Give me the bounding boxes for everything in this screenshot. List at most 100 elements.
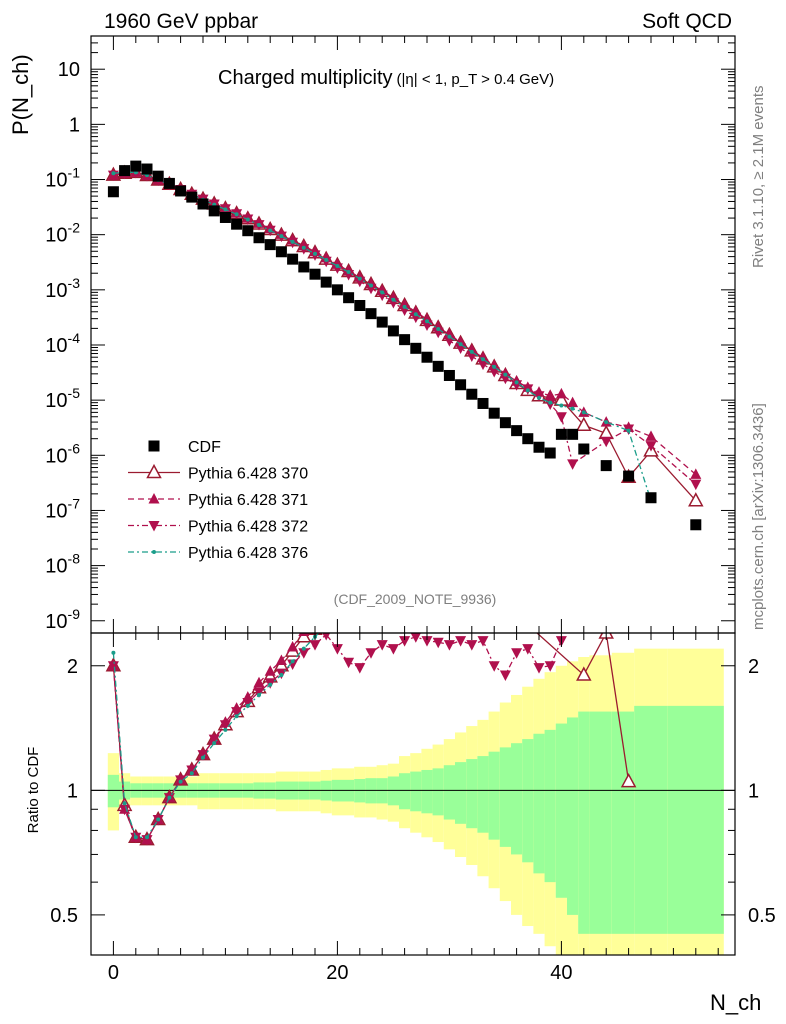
ratio-point-pythia-6-428-372: [365, 648, 377, 659]
main-point-cdf: [309, 268, 321, 280]
ratio-point-pythia-6-428-372: [544, 661, 556, 672]
main-point-cdf: [208, 205, 220, 217]
ratio-point-pythia-6-428-370: [387, 539, 400, 551]
ratio-point-pythia-6-428-372: [477, 636, 489, 647]
legend-label: CDF: [188, 439, 221, 456]
inner-band-bin: [555, 723, 567, 898]
x-tick-label: 40: [550, 962, 572, 984]
ratio-point-pythia-6-428-372: [354, 663, 366, 674]
main-point-pythia-6-428-376: [223, 207, 228, 212]
ratio-point-pythia-6-428-371: [321, 603, 332, 614]
main-point-pythia-6-428-376: [369, 283, 373, 288]
ratio-point-pythia-6-428-372: [253, 687, 265, 698]
inner-band-bin: [477, 756, 489, 833]
ratio-point-pythia-6-428-372: [343, 657, 355, 669]
ratio-plot-marks: [105, 517, 637, 846]
main-point-pythia-6-428-376: [391, 297, 396, 302]
main-point-cdf: [421, 351, 433, 363]
y-tick-label: 10-5: [45, 385, 80, 412]
main-plot-frame: [90, 35, 736, 634]
main-point-cdf: [522, 433, 534, 445]
main-point-cdf: [488, 407, 500, 419]
legend-marker: [148, 440, 160, 452]
ratio-point-pythia-6-428-372: [522, 644, 534, 655]
y-tick-label-exponent: -1: [68, 165, 81, 181]
main-point-cdf: [275, 246, 287, 258]
main-point-pythia-6-428-372: [555, 412, 567, 423]
main-point-cdf: [343, 292, 355, 304]
ratio-point-pythia-6-428-372: [107, 661, 119, 672]
main-point-cdf: [119, 165, 131, 177]
site-label: mcplots.cern.ch [arXiv:1306.3436]: [750, 403, 767, 630]
main-point-cdf: [466, 388, 478, 400]
ratio-point-pythia-6-428-372: [455, 636, 467, 647]
ratio-point-pythia-6-428-370: [409, 517, 422, 529]
main-point-pythia-6-428-376: [537, 395, 541, 400]
main-point-pythia-6-428-372: [343, 269, 355, 281]
main-point-cdf: [544, 447, 556, 459]
main-point-pythia-6-428-376: [425, 319, 429, 324]
main-point-cdf: [253, 232, 265, 244]
ratio-point-pythia-6-428-372: [208, 734, 220, 746]
ratio-point-pythia-6-428-376: [212, 741, 217, 746]
inner-band-bin: [499, 747, 511, 847]
ratio-point-pythia-6-428-376: [425, 548, 429, 552]
main-point-cdf: [499, 417, 511, 429]
main-point-cdf: [690, 519, 702, 531]
ratio-point-pythia-6-428-376: [234, 714, 239, 719]
ratio-point-pythia-6-428-376: [447, 530, 451, 534]
main-point-cdf: [130, 160, 142, 172]
main-point-pythia-6-428-376: [268, 228, 273, 233]
ratio-point-pythia-6-428-372: [298, 648, 310, 659]
x-axis-title: N_ch: [710, 990, 761, 1015]
main-point-cdf: [443, 369, 455, 381]
y-tick-label-exponent: -8: [68, 551, 81, 567]
main-point-cdf: [432, 360, 444, 372]
ratio-point-pythia-6-428-376: [111, 650, 116, 655]
main-point-pythia-6-428-376: [469, 349, 474, 354]
main-point-pythia-6-428-376: [257, 222, 261, 227]
inner-band-bin: [107, 774, 119, 808]
ratio-point-pythia-6-428-372: [466, 640, 478, 651]
main-point-cdf: [320, 276, 332, 288]
main-point-cdf: [645, 492, 657, 504]
main-point-pythia-6-428-372: [600, 436, 612, 448]
main-point-cdf: [623, 470, 635, 482]
y-tick-label-exponent: -9: [68, 606, 81, 622]
axis-ticks: [91, 35, 735, 955]
ratio-point-pythia-6-428-376: [335, 610, 339, 614]
plot-title-main: Charged multiplicity: [218, 67, 393, 89]
y-tick-label-exponent: -7: [68, 495, 81, 511]
inner-band-bin: [544, 729, 556, 883]
ratio-point-pythia-6-428-370: [320, 612, 333, 624]
ratio-point-pythia-6-428-371: [298, 633, 310, 637]
ratio-plot-frame: [90, 632, 736, 956]
main-point-pythia-6-428-376: [324, 257, 329, 262]
main-point-pythia-6-428-376: [436, 326, 441, 331]
ratio-point-pythia-6-428-376: [279, 672, 284, 677]
main-point-pythia-6-428-376: [290, 239, 295, 244]
y-tick-label: 10-9: [45, 606, 80, 633]
ratio-point-pythia-6-428-371: [388, 535, 399, 546]
main-point-pythia-6-428-376: [279, 234, 284, 239]
y-tick-label-exponent: -2: [68, 220, 81, 236]
main-point-cdf: [578, 443, 590, 455]
main-point-pythia-6-428-376: [313, 251, 317, 256]
main-point-cdf: [354, 299, 366, 311]
main-point-pythia-6-428-376: [559, 403, 564, 408]
inner-band-bin: [387, 776, 399, 806]
main-point-pythia-6-428-376: [245, 217, 250, 222]
main-point-pythia-6-428-376: [492, 364, 497, 369]
ratio-point-pythia-6-428-376: [324, 624, 328, 628]
main-point-cdf: [555, 428, 567, 440]
main-point-pythia-6-428-376: [581, 410, 586, 415]
analysis-id: (CDF_2009_NOTE_9936): [334, 591, 497, 607]
inner-band-bin: [421, 769, 433, 814]
ratio-point-pythia-6-428-370: [376, 553, 389, 565]
ratio-y-tick-label: 2: [67, 656, 78, 678]
main-point-cdf: [600, 460, 612, 472]
main-point-pythia-6-428-372: [511, 380, 523, 391]
ratio-point-pythia-6-428-376: [301, 646, 306, 651]
y-tick-label-exponent: -5: [68, 385, 81, 401]
